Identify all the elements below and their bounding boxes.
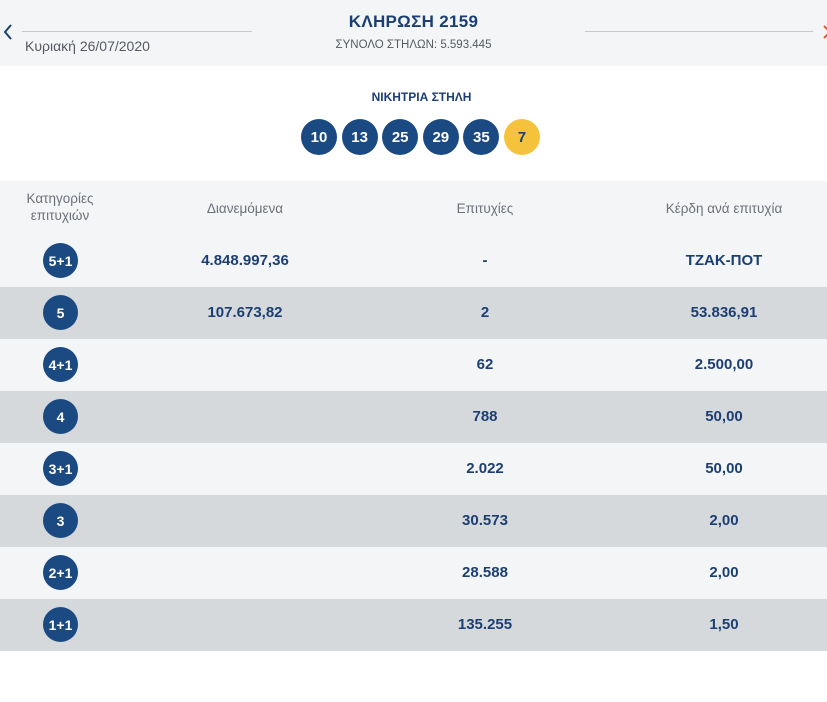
winners-count: 2 bbox=[480, 304, 490, 321]
draw-title: ΚΛΗΡΩΣΗ 2159 bbox=[348, 12, 479, 31]
prize-per-winner: 2.500,00 bbox=[694, 356, 754, 373]
header-categories: Κατηγορίες επιτυχιών bbox=[26, 191, 94, 223]
header-divider-left bbox=[22, 31, 252, 32]
distributed-amount bbox=[160, 495, 330, 547]
prize-per-winner: 1,50 bbox=[709, 616, 739, 633]
table-row: 4+1 62 2.500,00 bbox=[0, 339, 827, 391]
distributed-amount: 107.673,82 bbox=[207, 304, 283, 321]
table-row: 5 107.673,82 2 53.836,91 bbox=[0, 287, 827, 339]
table-row: 3+1 2.022 50,00 bbox=[0, 443, 827, 495]
results-table-body: 5+1 4.848.997,36 - ΤΖΑΚ-ΠΟΤ 5 107.673,82… bbox=[0, 235, 827, 651]
header-divider-right bbox=[585, 31, 813, 32]
draw-date: Κυριακή 26/07/2020 bbox=[25, 38, 150, 54]
table-row: 3 30.573 2,00 bbox=[0, 495, 827, 547]
winning-number-ball: 35 bbox=[463, 119, 500, 155]
distributed-amount bbox=[160, 547, 330, 599]
winning-number-ball: 29 bbox=[422, 119, 459, 155]
winning-number-ball: 25 bbox=[382, 119, 419, 155]
winners-count: 788 bbox=[472, 408, 498, 425]
table-row: 4 788 50,00 bbox=[0, 391, 827, 443]
category-ball: 3+1 bbox=[43, 451, 78, 486]
draw-header: Κυριακή 26/07/2020 ΚΛΗΡΩΣΗ 2159 ΣΥΝΟΛΟ Σ… bbox=[0, 0, 827, 66]
table-row: 2+1 28.588 2,00 bbox=[0, 547, 827, 599]
table-row: 1+1 135.255 1,50 bbox=[0, 599, 827, 651]
category-ball: 3 bbox=[43, 503, 78, 538]
prize-per-winner: 2,00 bbox=[709, 564, 739, 581]
distributed-amount bbox=[160, 339, 330, 391]
winning-number-ball: 10 bbox=[301, 119, 337, 155]
winners-count: - bbox=[482, 252, 488, 269]
prize-per-winner: 53.836,91 bbox=[690, 304, 758, 321]
header-winners: Επιτυχίες bbox=[456, 201, 514, 216]
winning-numbers: 10 13 25 29 35 7 bbox=[301, 119, 540, 155]
winning-number-ball: 13 bbox=[341, 119, 378, 155]
winners-count: 28.588 bbox=[462, 564, 508, 581]
winners-count: 62 bbox=[476, 356, 494, 373]
results-table-header: Κατηγορίες επιτυχιών Διανεμόμενα Επιτυχί… bbox=[0, 181, 827, 235]
category-ball: 4 bbox=[43, 399, 78, 434]
prize-per-winner: ΤΖΑΚ-ΠΟΤ bbox=[685, 252, 763, 269]
distributed-amount: 4.848.997,36 bbox=[201, 252, 289, 269]
prize-per-winner: 2,00 bbox=[709, 512, 739, 529]
category-ball: 5 bbox=[43, 295, 78, 330]
winners-count: 2.022 bbox=[466, 460, 504, 477]
joker-ball: 7 bbox=[503, 119, 540, 155]
next-draw-arrow-icon[interactable] bbox=[821, 24, 827, 40]
header-prize: Κέρδη ανά επιτυχία bbox=[665, 201, 783, 216]
previous-draw-arrow-icon[interactable] bbox=[2, 22, 16, 42]
category-ball: 1+1 bbox=[43, 607, 78, 642]
total-columns: ΣΥΝΟΛΟ ΣΤΗΛΩΝ: 5.593.445 bbox=[335, 39, 492, 51]
table-row: 5+1 4.848.997,36 - ΤΖΑΚ-ΠΟΤ bbox=[0, 235, 827, 287]
distributed-amount bbox=[160, 391, 330, 443]
category-ball: 5+1 bbox=[43, 243, 78, 278]
category-ball: 2+1 bbox=[43, 555, 78, 590]
distributed-amount bbox=[160, 443, 330, 495]
distributed-amount bbox=[160, 599, 330, 651]
prize-per-winner: 50,00 bbox=[705, 460, 743, 477]
winners-count: 135.255 bbox=[457, 616, 513, 633]
prize-per-winner: 50,00 bbox=[705, 408, 743, 425]
header-distributed: Διανεμόμενα bbox=[206, 201, 284, 216]
category-ball: 4+1 bbox=[43, 347, 78, 382]
winning-column-label: ΝΙΚΗΤΡΙΑ ΣΤΗΛΗ bbox=[371, 90, 472, 104]
winners-count: 30.573 bbox=[462, 512, 508, 529]
